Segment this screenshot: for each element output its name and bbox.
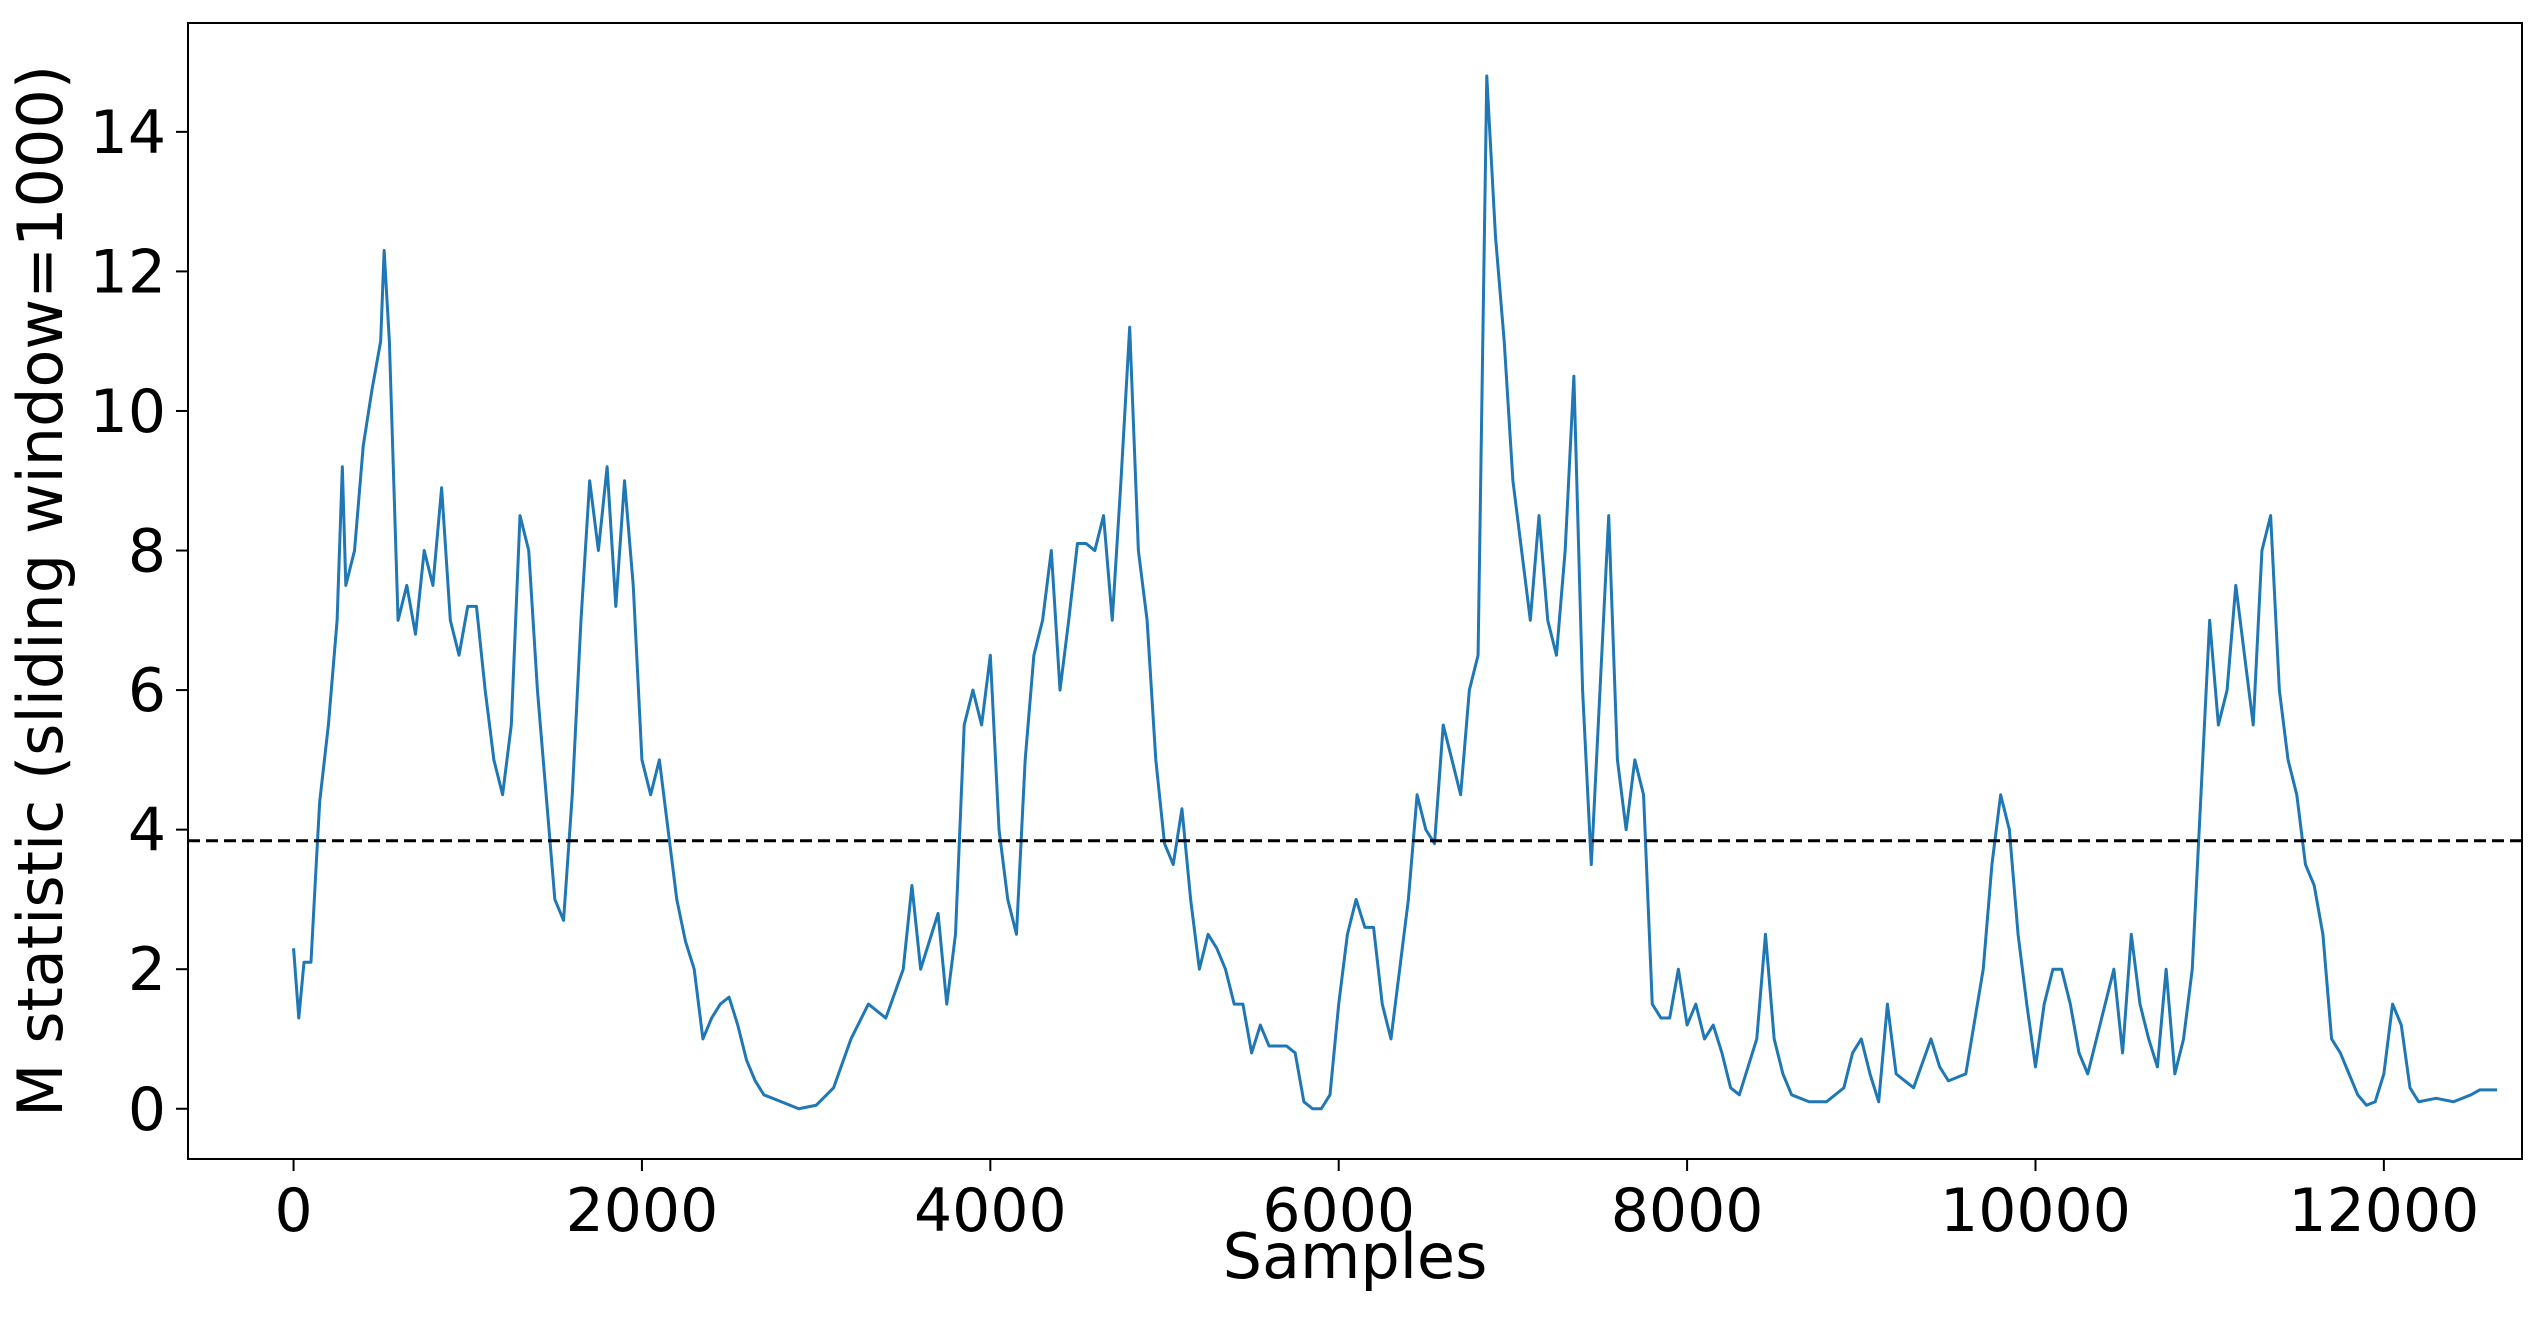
x-tick-label: 8000 — [1611, 1176, 1764, 1246]
y-tick-label: 0 — [128, 1075, 166, 1145]
x-tick-label: 2000 — [566, 1176, 719, 1246]
x-tick-label: 6000 — [1262, 1176, 1415, 1246]
x-tick-label: 4000 — [914, 1176, 1067, 1246]
y-axis-label: M statistic (sliding window=1000) — [4, 65, 77, 1117]
y-tick-label: 6 — [128, 656, 166, 726]
y-tick-label: 14 — [90, 98, 166, 168]
y-tick-label: 12 — [90, 237, 166, 307]
x-tick-label: 12000 — [2288, 1176, 2479, 1246]
y-tick-label: 8 — [128, 517, 166, 587]
x-tick-label: 10000 — [1940, 1176, 2131, 1246]
y-tick-label: 10 — [90, 377, 166, 447]
y-tick-label: 4 — [128, 796, 166, 866]
x-tick-label: 0 — [274, 1176, 312, 1246]
y-tick-label: 2 — [128, 935, 166, 1005]
data-line — [292, 74, 2498, 1111]
x-axis-label: Samples — [1223, 1220, 1488, 1293]
plot-frame — [187, 22, 2523, 1160]
